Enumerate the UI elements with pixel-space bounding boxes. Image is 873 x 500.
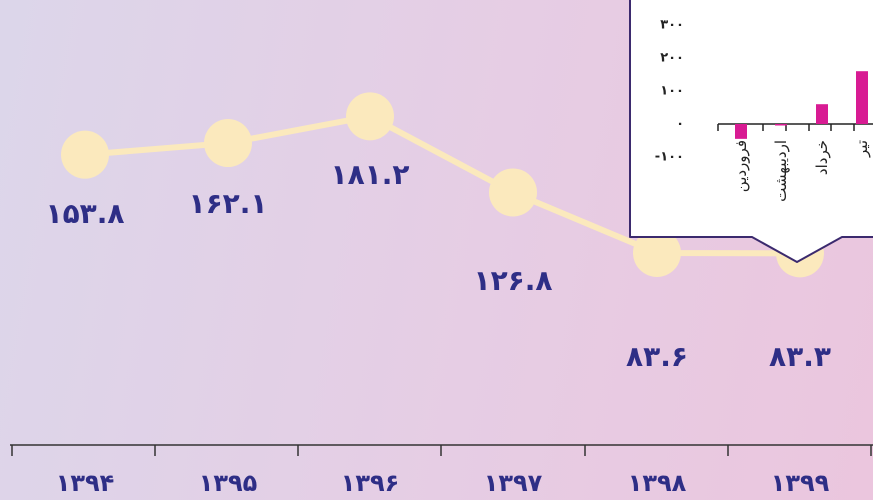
data-label: ۸۳.۳ bbox=[769, 340, 831, 373]
inset-category-label: خرداد bbox=[813, 140, 831, 175]
x-tick-label: ۱۳۹۶ bbox=[341, 469, 400, 497]
data-point bbox=[489, 168, 537, 217]
inset-category-label: فروردین bbox=[732, 140, 750, 192]
inset-y-tick-label: ۲۰۰ bbox=[660, 51, 684, 66]
inset-y-tick-label: ۰ bbox=[676, 117, 684, 132]
main-value-labels: ۱۵۳.۸ ۱۶۲.۱ ۱۸۱.۲ ۱۲۶.۸ ۸۳.۶ ۸۳.۳ bbox=[46, 158, 831, 373]
data-point bbox=[633, 228, 681, 277]
main-x-axis: ۱۳۹۴ ۱۳۹۵ ۱۳۹۶ ۱۳۹۷ ۱۳۹۸ ۱۳۹۹ bbox=[10, 444, 873, 497]
data-label: ۱۵۳.۸ bbox=[46, 197, 125, 230]
inset-y-tick-label: -۱۰۰ bbox=[655, 150, 684, 165]
x-tick-label: ۱۳۹۸ bbox=[628, 469, 687, 497]
inset-bar bbox=[735, 124, 747, 139]
data-label: ۱۸۱.۲ bbox=[331, 158, 410, 191]
inset-bar bbox=[816, 104, 828, 124]
x-tick-label: ۱۳۹۹ bbox=[771, 469, 830, 497]
inset-y-tick-label: ۳۰۰ bbox=[660, 18, 684, 33]
data-point bbox=[346, 92, 394, 141]
inset-y-tick-label: ۱۰۰ bbox=[660, 84, 684, 99]
data-label: ۱۲۶.۸ bbox=[474, 264, 553, 297]
data-point bbox=[204, 119, 252, 168]
inset-category-label: اردیبهشت bbox=[772, 140, 790, 202]
inset-bar bbox=[856, 71, 868, 124]
data-point bbox=[61, 130, 109, 179]
data-label: ۸۳.۶ bbox=[626, 340, 688, 373]
inset-bar bbox=[775, 124, 787, 126]
x-tick-label: ۱۳۹۷ bbox=[484, 469, 543, 497]
inset-callout-box bbox=[629, 0, 873, 263]
inset-category-label: تیر bbox=[853, 140, 871, 158]
x-tick-label: ۱۳۹۴ bbox=[56, 469, 115, 497]
data-label: ۱۶۲.۱ bbox=[189, 187, 268, 220]
x-tick-label: ۱۳۹۵ bbox=[199, 469, 258, 497]
inset-chart: ۳۰۰ ۲۰۰ ۱۰۰ ۰ -۱۰۰ فروردین اردیبهشت خرداد تیر bbox=[629, 0, 873, 263]
